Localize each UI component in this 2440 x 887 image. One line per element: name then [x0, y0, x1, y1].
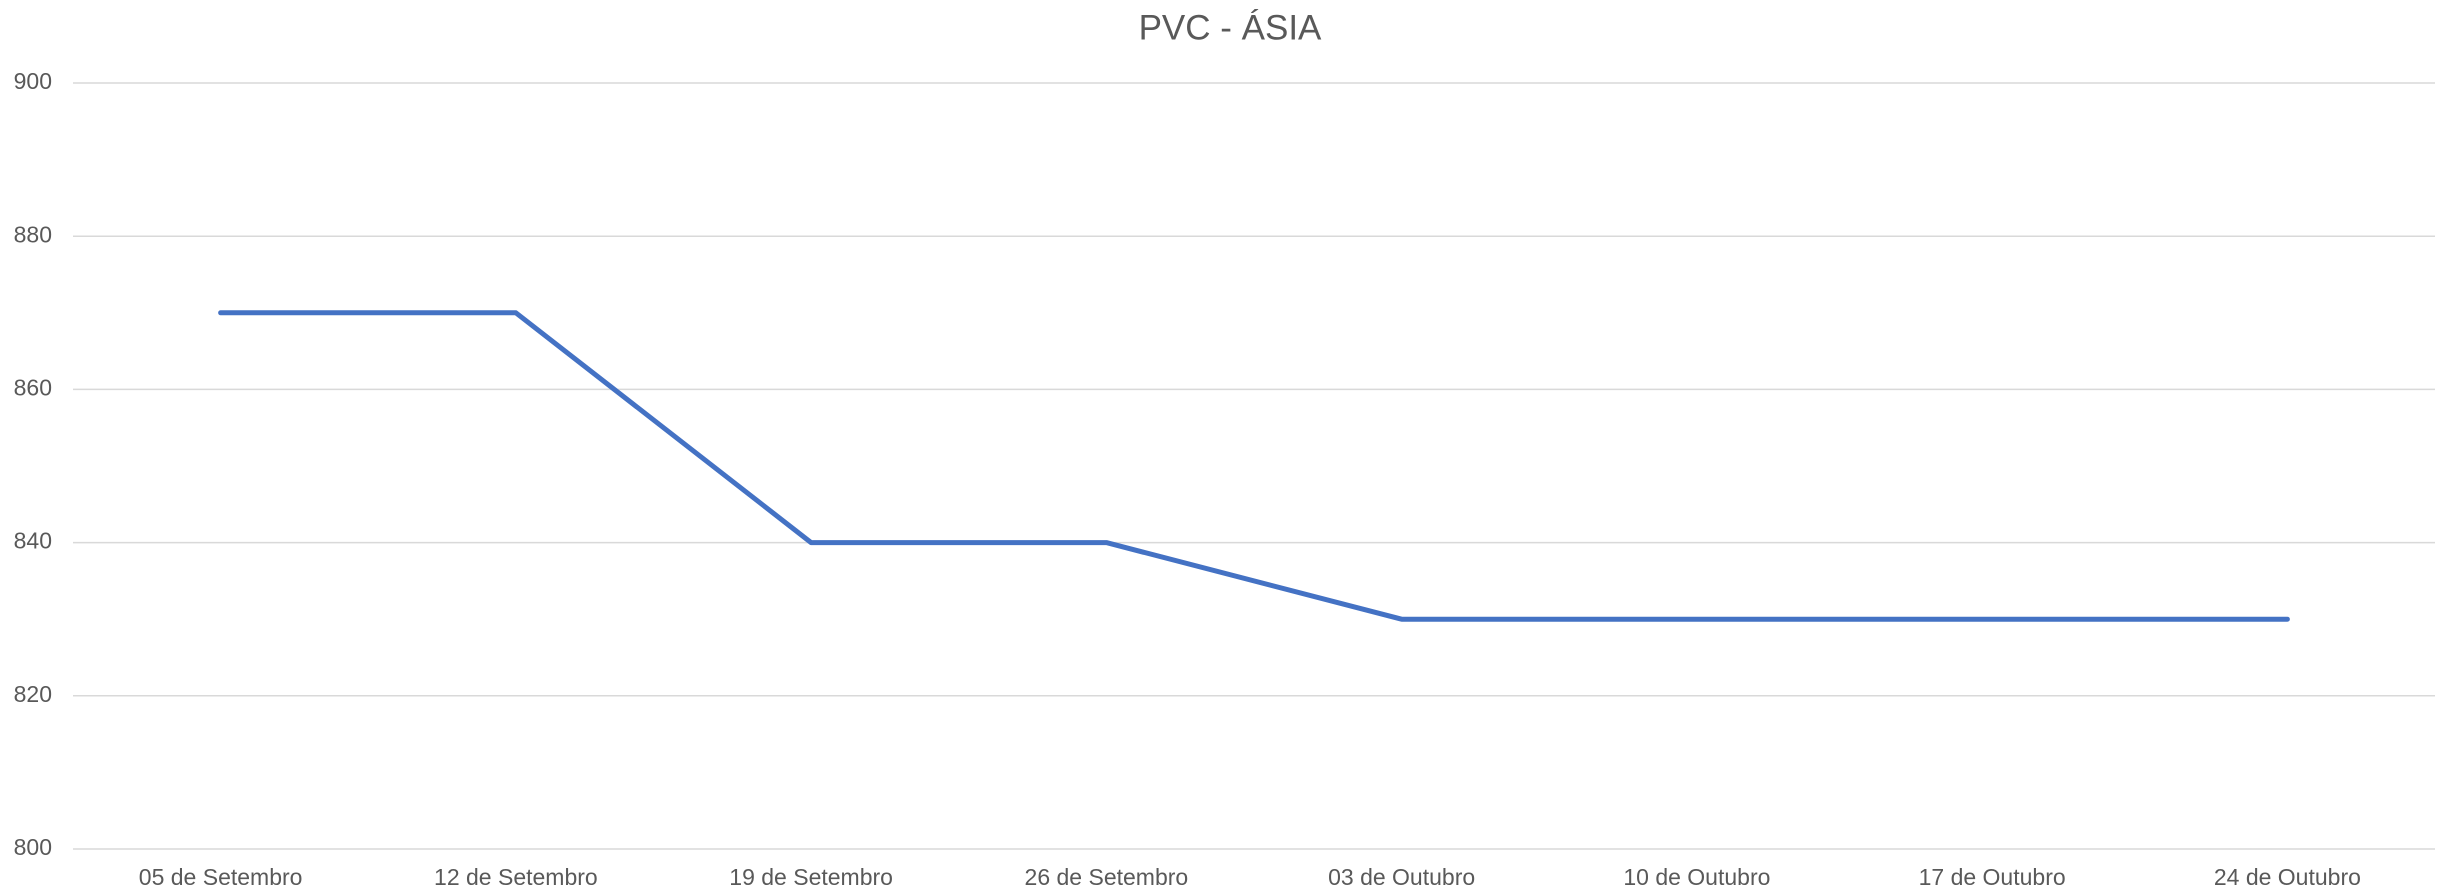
y-tick-label: 860: [14, 374, 52, 400]
chart-title: PVC - ÁSIA: [1139, 8, 1322, 47]
x-tick-label: 12 de Setembro: [434, 864, 598, 887]
y-tick-label: 800: [14, 834, 52, 860]
y-tick-label: 820: [14, 681, 52, 707]
x-tick-label: 17 de Outubro: [1919, 864, 2066, 887]
x-tick-label: 24 de Outubro: [2214, 864, 2361, 887]
line-series: [218, 310, 2290, 622]
y-tick-label: 900: [14, 68, 52, 94]
x-tick-label: 10 de Outubro: [1623, 864, 1770, 887]
y-tick-label: 840: [14, 528, 52, 554]
x-tick-label: 05 de Setembro: [139, 864, 303, 887]
x-tick-label: 03 de Outubro: [1328, 864, 1475, 887]
y-tick-label: 880: [14, 221, 52, 247]
x-tick-label: 26 de Setembro: [1025, 864, 1189, 887]
x-tick-label: 19 de Setembro: [729, 864, 893, 887]
